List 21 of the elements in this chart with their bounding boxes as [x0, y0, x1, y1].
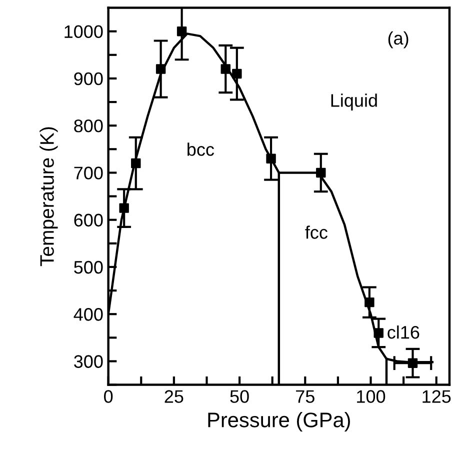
- x-tick-label: 75: [296, 390, 314, 403]
- annotation: fcc: [305, 226, 328, 239]
- y-tick-label: 500: [74, 260, 103, 274]
- y-tick-label: 300: [74, 355, 103, 368]
- annotation: Liquid: [331, 94, 377, 110]
- x-tick-label: 0: [104, 390, 113, 403]
- y-axis-title: Temperature (K): [40, 127, 58, 266]
- x-tick-label: 100: [357, 390, 386, 403]
- y-tick-label: 1000: [64, 25, 103, 38]
- y-tick-label: 400: [74, 308, 103, 321]
- y-tick-label: 600: [74, 214, 103, 227]
- annotation: (a): [388, 31, 408, 48]
- y-tick-label: 700: [74, 166, 103, 180]
- x-tick-label: 50: [230, 390, 249, 403]
- y-tick-label: 800: [74, 120, 103, 132]
- y-tick-label: 900: [74, 72, 103, 86]
- annotation: bcc: [188, 142, 214, 156]
- annotation: cl16: [388, 325, 420, 339]
- x-tick-label: 125: [422, 390, 451, 403]
- x-axis-title: Pressure (GPa): [208, 412, 350, 432]
- x-tick-label: 25: [164, 390, 184, 403]
